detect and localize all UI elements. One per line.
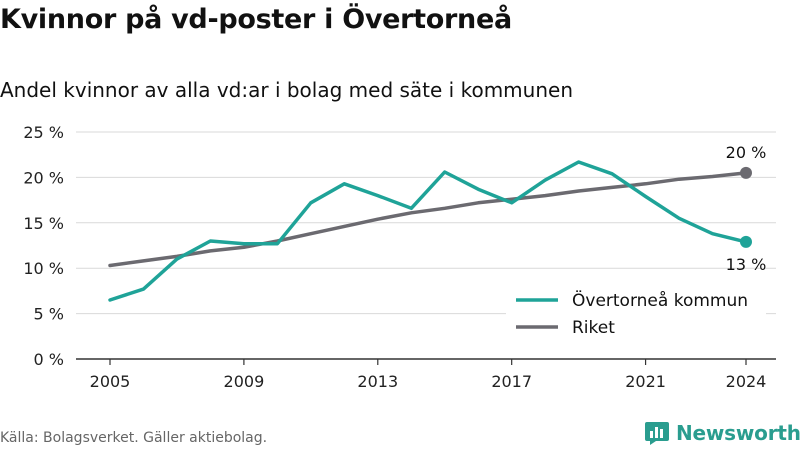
series-lines: 13 % 20 % (108, 143, 767, 302)
y-tick-label: 25 % (23, 123, 64, 142)
legend-label-riket: Riket (572, 318, 615, 338)
y-tick-label: 10 % (23, 259, 64, 278)
end-marker-riket (740, 166, 752, 179)
y-tick-label: 20 % (23, 168, 64, 187)
x-tick-label: 2021 (625, 372, 666, 391)
x-tick-label: 2024 (726, 372, 767, 391)
source-note: Källa: Bolagsverket. Gäller aktiebolag. (0, 430, 268, 446)
legend-label-overtornea: Övertorneå kommun (572, 289, 748, 311)
legend-background (506, 284, 766, 346)
series-line-overtornea (108, 160, 748, 302)
end-label-overtornea: 13 % (726, 255, 767, 274)
series-line-riket (108, 171, 748, 268)
x-tick-label: 2009 (224, 372, 265, 391)
chart-title: Kvinnor på vd-poster i Övertorneå (0, 4, 512, 35)
end-label-riket: 20 % (726, 143, 767, 162)
x-tick-label: 2013 (357, 372, 398, 391)
newsworthy-logo-icon (645, 422, 669, 445)
y-axis: 0 % 5 % 10 % 15 % 20 % 25 % (23, 123, 64, 369)
x-axis: 2005 2009 2013 2017 2021 2024 (76, 358, 776, 391)
brand-logo: Newsworthy (644, 420, 800, 446)
grid-lines (76, 131, 776, 315)
brand-name: Newsworthy (676, 421, 800, 445)
end-marker-overtornea (740, 235, 752, 248)
x-tick-label: 2017 (491, 372, 532, 391)
y-tick-label: 15 % (23, 214, 64, 233)
y-tick-label: 5 % (34, 305, 64, 324)
chart-subtitle: Andel kvinnor av alla vd:ar i bolag med … (0, 78, 573, 102)
x-tick-label: 2005 (90, 372, 131, 391)
y-tick-label: 0 % (34, 350, 64, 369)
legend: Övertorneå kommun Riket (506, 284, 766, 346)
